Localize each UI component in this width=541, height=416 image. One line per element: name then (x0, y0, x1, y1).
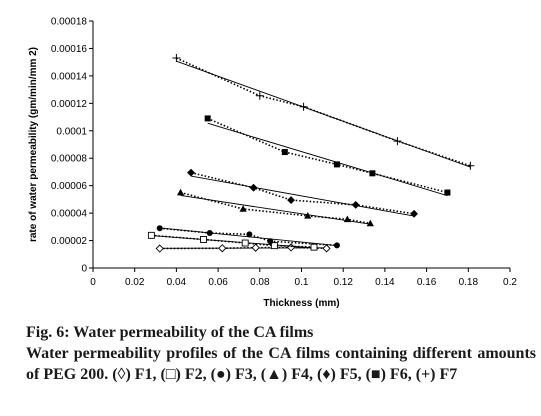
y-tick-label: 0.00012 (51, 99, 88, 110)
x-tick-label: 0.08 (250, 277, 270, 288)
x-tick-label: 0.18 (459, 277, 479, 288)
series-7-trendline (176, 60, 471, 168)
series-7 (172, 54, 475, 170)
series-5 (187, 168, 419, 218)
data-point-circle (333, 242, 340, 249)
data-point-circle (246, 231, 253, 238)
data-point-plus (466, 161, 475, 170)
y-tick-label: 0.0001 (56, 126, 87, 137)
data-point-square (369, 170, 376, 177)
x-tick-label: 0.14 (375, 277, 395, 288)
data-point-triangle (343, 215, 351, 223)
x-tick-label: 0.02 (125, 277, 145, 288)
y-tick-label: 0.00002 (51, 236, 88, 247)
x-tick-label: 0.04 (167, 277, 187, 288)
data-point-circle (156, 225, 163, 232)
data-point-triangle (239, 205, 247, 212)
data-point-diamond (249, 183, 258, 192)
x-axis-title: Thickness (mm) (263, 298, 339, 309)
y-tick-label: 0.00016 (51, 44, 88, 55)
data-point-diamond-open (322, 244, 331, 253)
y-tick-label: 0 (81, 264, 87, 275)
data-point-diamond (187, 168, 195, 177)
data-point-circle (206, 230, 213, 237)
series-6 (204, 115, 451, 197)
series-1 (155, 243, 331, 253)
data-point-square (444, 189, 451, 196)
y-tick-label: 0.00006 (51, 181, 88, 192)
x-tick-label: 0.16 (417, 277, 437, 288)
y-axis-title: rate of water permeability (gm/min/mm 2) (28, 47, 39, 242)
x-tick-label: 0.06 (208, 277, 228, 288)
data-point-square-open (310, 243, 318, 251)
series-6-connector (207, 117, 448, 194)
y-tick-label: 0.00018 (51, 17, 88, 28)
data-point-square-open (200, 236, 207, 243)
series-1-trendline (159, 247, 327, 249)
data-point-square-open (270, 242, 278, 250)
series-4 (176, 188, 374, 227)
data-point-square (281, 149, 288, 156)
data-point-plus (172, 54, 181, 63)
x-tick-label: 0 (90, 277, 96, 288)
series-3-connector (159, 227, 337, 247)
figure-caption-title: Fig. 6: Water permeability of the CA fil… (26, 324, 314, 341)
data-point-diamond (410, 209, 419, 218)
x-tick-label: 0.1 (295, 277, 309, 288)
series-3 (156, 225, 340, 249)
series-4-trendline (180, 195, 371, 225)
x-tick-label: 0.2 (503, 277, 517, 288)
data-point-diamond-open (155, 244, 164, 253)
data-point-diamond (287, 196, 295, 204)
series-4-connector (180, 191, 371, 225)
data-point-triangle (176, 188, 185, 196)
series-7-connector (176, 57, 471, 167)
data-point-square-open (241, 239, 249, 247)
data-point-plus (255, 91, 264, 100)
figure-caption-body: Water permeability profiles of the CA fi… (26, 345, 536, 383)
y-tick-label: 0.00014 (51, 71, 88, 82)
data-point-plus (393, 137, 402, 146)
data-point-plus (299, 102, 308, 111)
y-tick-label: 0.00008 (51, 154, 88, 165)
permeability-chart: 0 0.02 0.04 0.06 0.08 0.1 0.12 0.14 0.16 0.18 0.2 0… (28, 17, 518, 310)
series-5-connector (190, 171, 415, 215)
data-point-triangle (304, 212, 312, 219)
series-2 (147, 231, 318, 251)
data-point-square (333, 161, 340, 168)
data-point-diamond (351, 200, 360, 209)
data-point-diamond-open (286, 243, 296, 252)
data-point-square (204, 115, 211, 122)
x-tick-label: 0.12 (333, 277, 353, 288)
data-point-diamond-open (218, 244, 227, 253)
series-5-trendline (190, 175, 415, 217)
data-point-triangle (366, 219, 374, 227)
data-point-diamond-open (251, 243, 260, 252)
series-6-trendline (207, 122, 448, 197)
data-point-circle (267, 238, 274, 245)
data-point-square-open (147, 231, 155, 239)
chart-axes (92, 21, 510, 269)
chart-ticks: 0 0.02 0.04 0.06 0.08 0.1 0.12 0.14 0.16 0.18 0.2 0… (51, 17, 518, 289)
series-2-trendline (151, 235, 315, 249)
chart-series (147, 54, 475, 253)
y-tick-label: 0.00004 (51, 209, 88, 220)
